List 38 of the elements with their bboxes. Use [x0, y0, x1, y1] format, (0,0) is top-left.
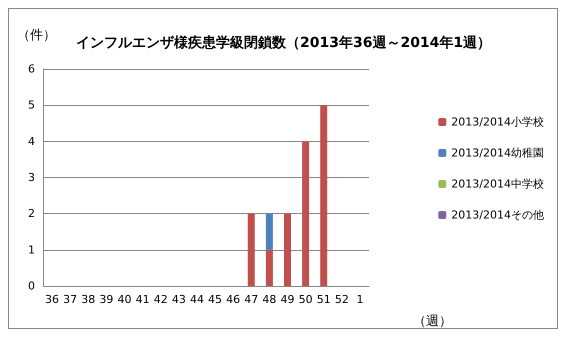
x-tick-label: 52 — [334, 293, 349, 306]
chart-title: インフルエンザ様疾患学級閉鎖数（2013年36週～2014年1週） — [76, 34, 492, 51]
bar — [302, 141, 310, 286]
x-tick-label: 38 — [81, 293, 96, 306]
y-tick-label: 3 — [28, 171, 35, 184]
x-tick-label: 41 — [136, 293, 150, 306]
legend-label: 2013/2014幼稚園 — [451, 146, 544, 160]
bar — [284, 214, 291, 286]
x-tick-label: 47 — [244, 293, 258, 306]
y-tick-label: 6 — [28, 62, 35, 76]
x-axis-title: （週） — [413, 314, 452, 329]
x-tick-label: 48 — [262, 293, 276, 306]
y-tick-label: 2 — [28, 207, 35, 220]
bar — [266, 214, 273, 250]
bar — [266, 250, 273, 286]
legend-label: 2013/2014その他 — [451, 208, 544, 222]
x-tick-label: 46 — [226, 293, 240, 306]
x-tick-label: 45 — [208, 293, 222, 306]
x-tick-label: 42 — [154, 293, 168, 306]
bar — [320, 105, 328, 286]
x-tick-label: 50 — [298, 293, 313, 306]
bar — [248, 214, 255, 286]
x-tick-label: 44 — [190, 293, 204, 306]
y-tick-label: 0 — [28, 280, 35, 292]
x-tick-label: 51 — [316, 293, 331, 306]
y-tick-label: 1 — [28, 243, 35, 256]
legend-label: 2013/2014中学校 — [451, 178, 544, 190]
y-axis-title: （件） — [17, 28, 56, 43]
x-tick-label: 49 — [280, 293, 294, 306]
x-tick-label: 39 — [99, 293, 114, 306]
y-tick-label: 4 — [28, 134, 35, 148]
x-tick-label: 43 — [172, 293, 186, 306]
legend-label: 2013/2014小学校 — [451, 116, 544, 128]
x-tick-label: 37 — [63, 293, 78, 306]
x-tick-label: 36 — [45, 293, 60, 306]
x-tick-label: 40 — [118, 293, 132, 306]
y-tick-label: 5 — [28, 98, 35, 112]
x-tick-label: 1 — [356, 293, 364, 306]
